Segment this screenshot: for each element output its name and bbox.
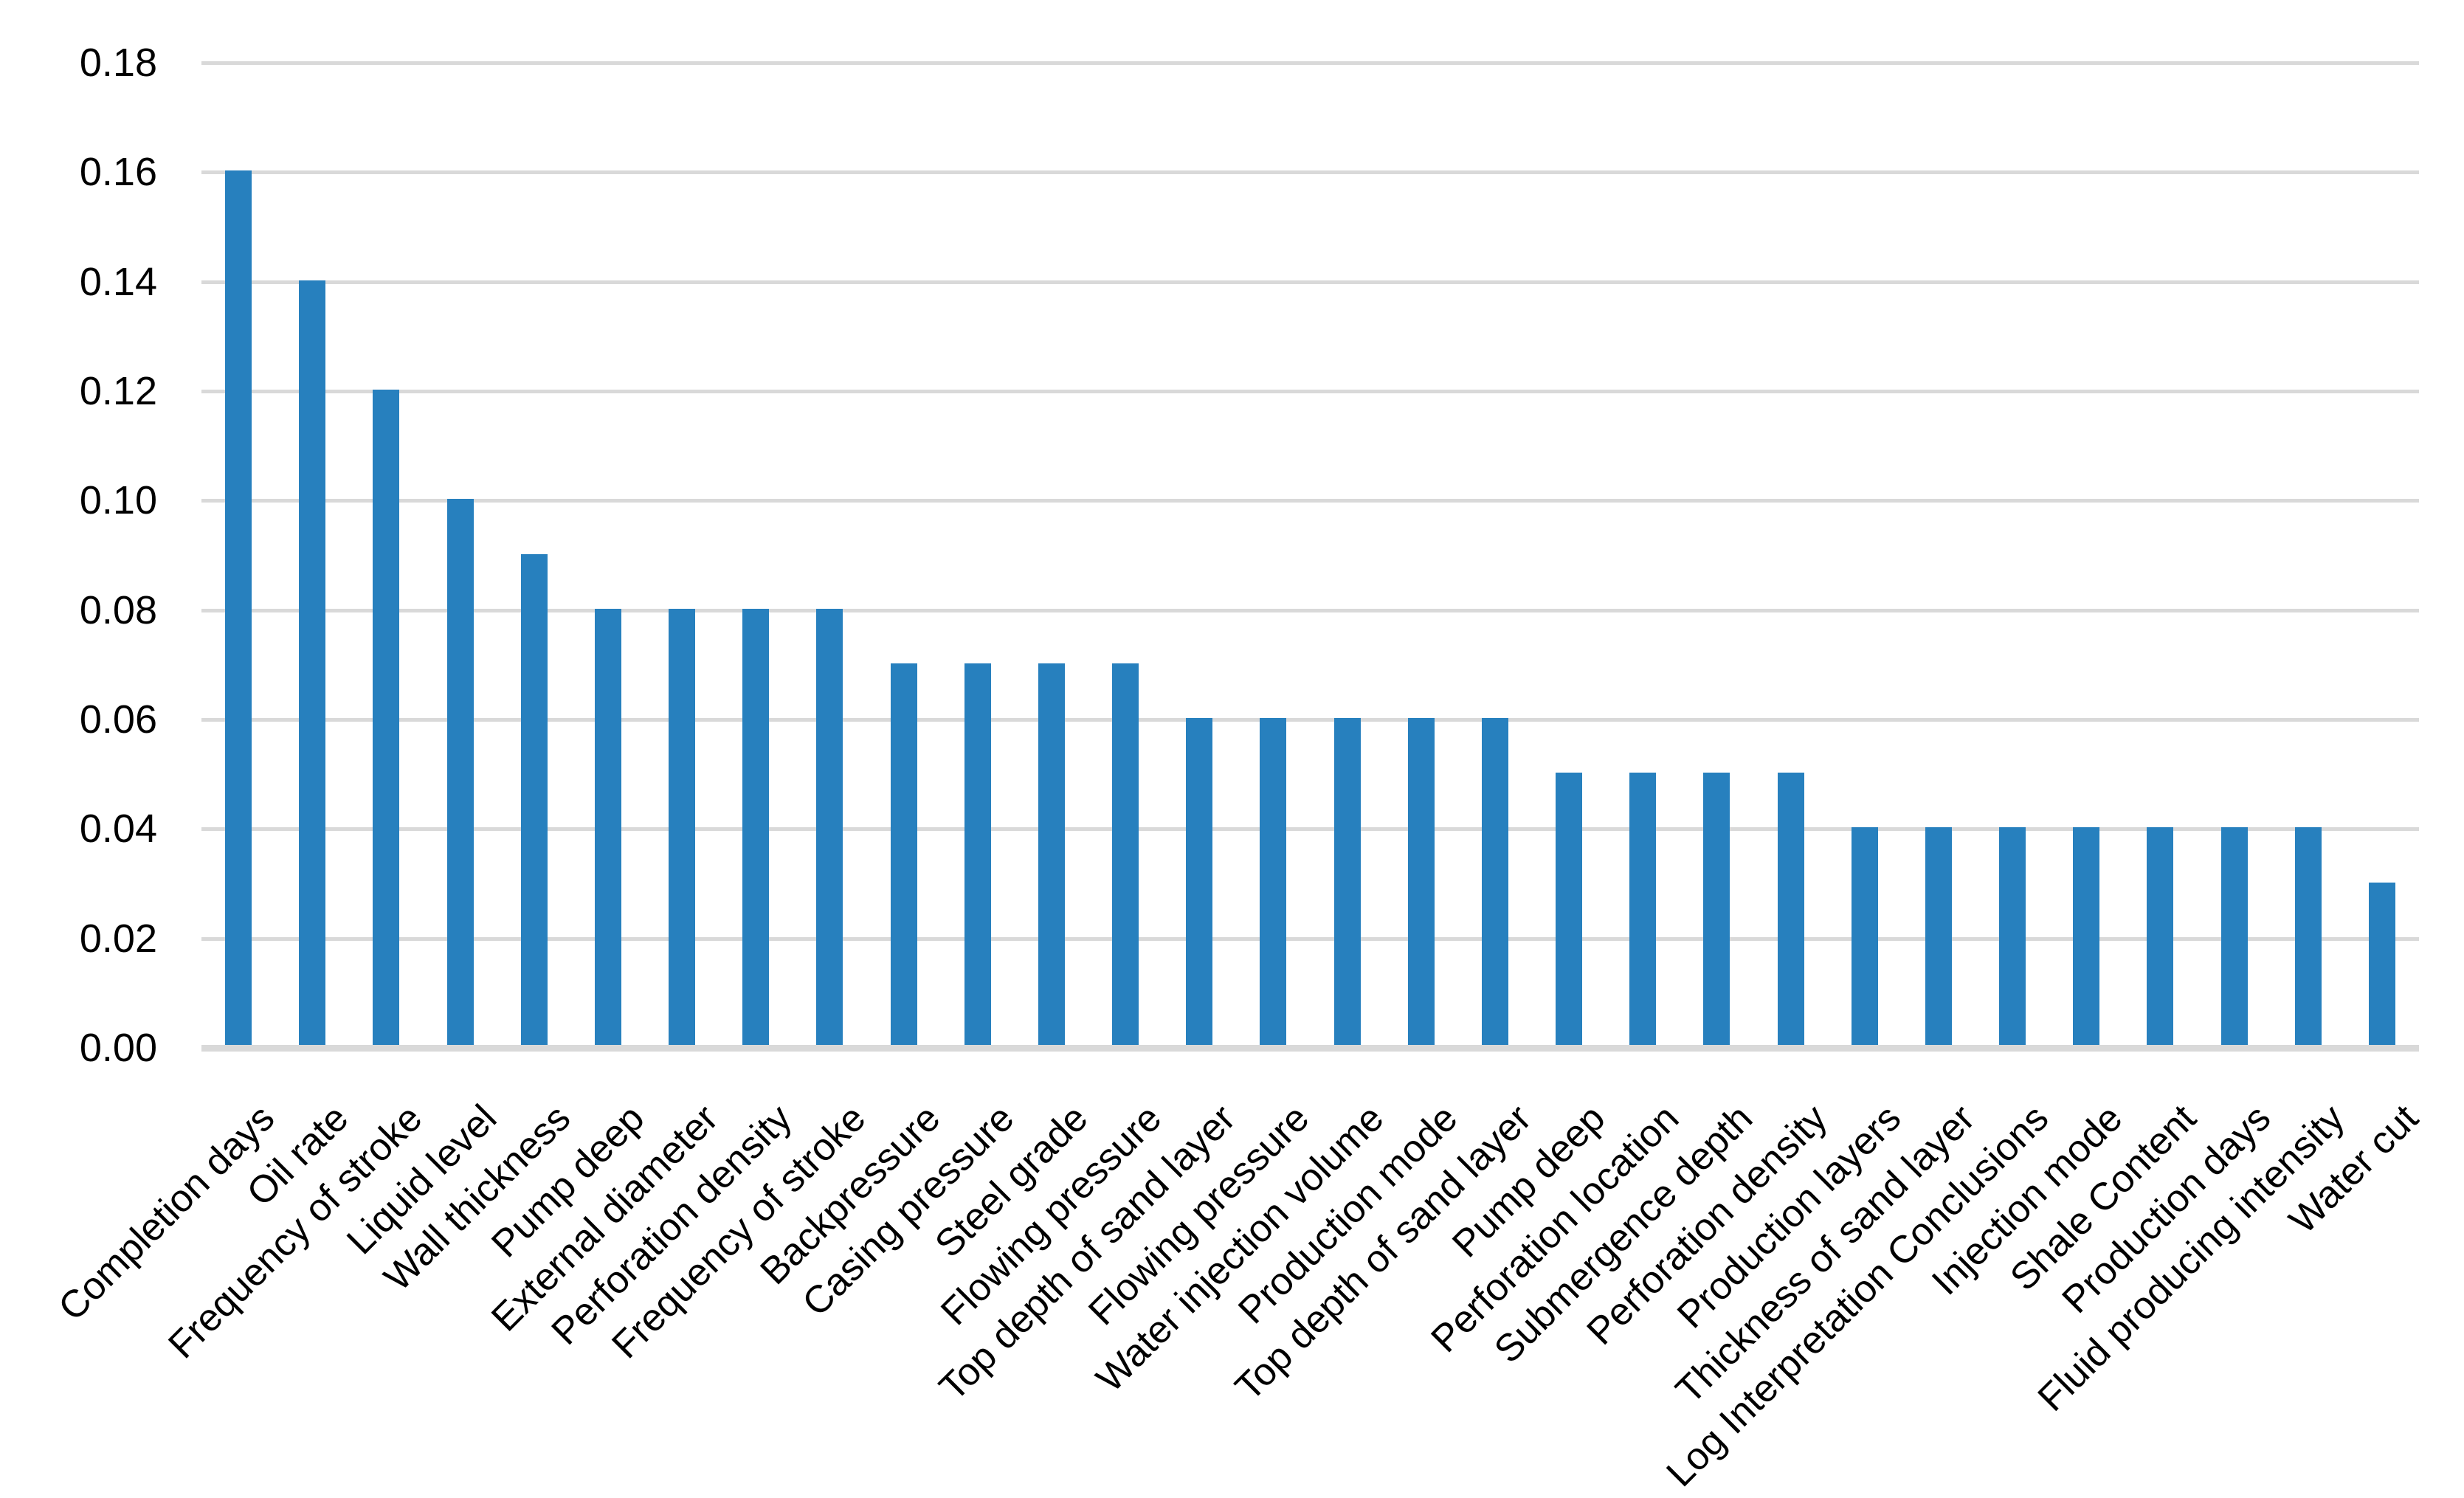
y-tick-label: 0.10 bbox=[79, 478, 157, 522]
bar bbox=[521, 554, 548, 1049]
bar bbox=[1186, 718, 1212, 1049]
gridline bbox=[201, 280, 2419, 284]
bar bbox=[1112, 663, 1139, 1049]
bar bbox=[2221, 827, 2248, 1049]
bar bbox=[891, 663, 917, 1049]
gridline bbox=[201, 390, 2419, 393]
bar bbox=[1852, 827, 1878, 1049]
bar bbox=[1038, 663, 1065, 1049]
y-tick-label: 0.08 bbox=[79, 588, 157, 632]
bar bbox=[964, 663, 991, 1049]
bar bbox=[373, 390, 399, 1049]
gridline bbox=[201, 61, 2419, 65]
bar bbox=[225, 170, 252, 1049]
gridline bbox=[201, 718, 2419, 722]
y-tick-label: 0.02 bbox=[79, 917, 157, 961]
bar bbox=[1999, 827, 2026, 1049]
bar bbox=[1334, 718, 1361, 1049]
gridline bbox=[201, 937, 2419, 941]
y-tick-label: 0.12 bbox=[79, 369, 157, 413]
bar bbox=[2295, 827, 2322, 1049]
bar bbox=[447, 499, 474, 1049]
y-tick-label: 0.00 bbox=[79, 1026, 157, 1070]
bar bbox=[2369, 883, 2395, 1049]
y-tick-label: 0.18 bbox=[79, 41, 157, 85]
gridline bbox=[201, 609, 2419, 612]
bar bbox=[1556, 773, 1582, 1049]
bar bbox=[1925, 827, 1952, 1049]
y-tick-label: 0.14 bbox=[79, 260, 157, 304]
bar bbox=[1703, 773, 1730, 1049]
bar bbox=[595, 609, 621, 1049]
gridline bbox=[201, 499, 2419, 503]
bar bbox=[816, 609, 843, 1049]
bar bbox=[2147, 827, 2173, 1049]
bar bbox=[669, 609, 695, 1049]
gridline bbox=[201, 827, 2419, 831]
bar bbox=[1778, 773, 1804, 1049]
y-tick-label: 0.04 bbox=[79, 807, 157, 851]
gridline bbox=[201, 170, 2419, 174]
bar bbox=[742, 609, 769, 1049]
y-tick-label: 0.16 bbox=[79, 150, 157, 194]
bar bbox=[1408, 718, 1435, 1049]
bar bbox=[1629, 773, 1656, 1049]
bar bbox=[2073, 827, 2099, 1049]
bar bbox=[299, 280, 325, 1049]
bar bbox=[1260, 718, 1286, 1049]
y-tick-label: 0.06 bbox=[79, 697, 157, 742]
bar bbox=[1482, 718, 1508, 1049]
x-axis-line bbox=[201, 1045, 2419, 1052]
